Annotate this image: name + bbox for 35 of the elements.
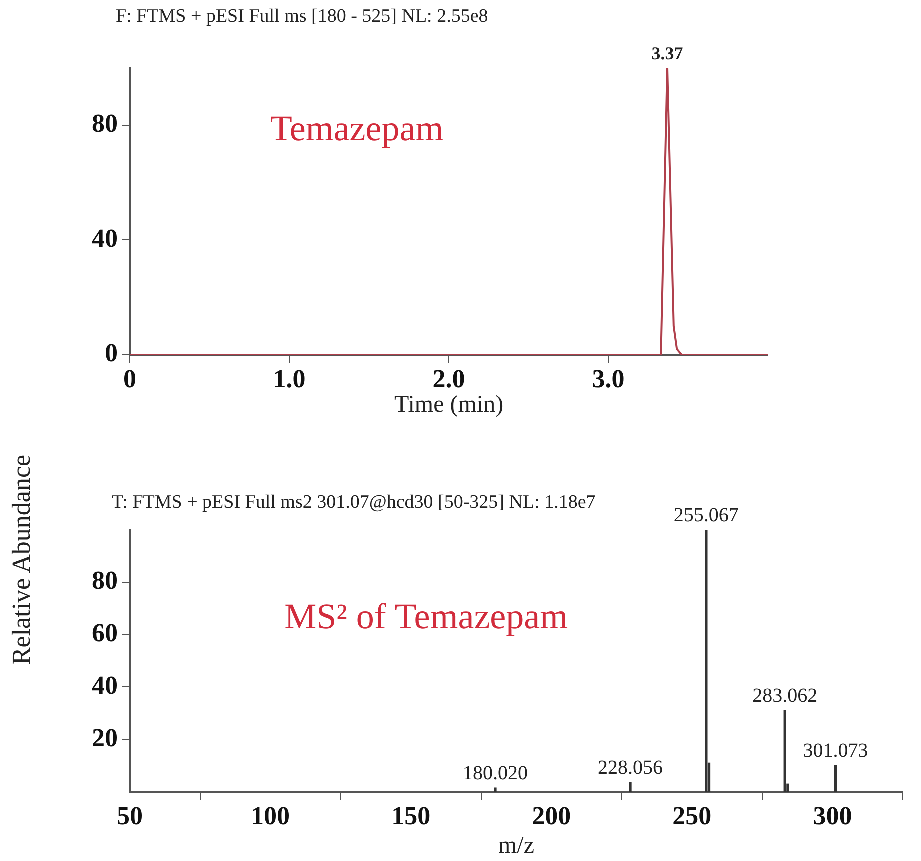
y-tick-label: 40 [92,670,118,700]
annotation: 255.067 [674,504,739,526]
annotation: 3.37 [652,44,684,64]
y-tick-label: 80 [92,109,118,138]
x-tick-label: 1.0 [273,364,306,394]
y-tick-label: 20 [92,723,118,752]
annotation: Temazepam [270,108,444,149]
y-tick-label: 60 [92,618,118,648]
annotation: 301.073 [803,740,868,762]
x-axis-title: Time (min) [394,392,504,418]
bar [705,530,708,792]
annotation: MS² of Temazepam [284,596,568,637]
x-tick-label: 250 [672,801,712,830]
bar [494,788,497,792]
annotation: 283.062 [752,685,818,708]
x-tick-label: 300 [813,801,852,830]
chart-title: T: FTMS + pESI Full ms2 301.07@hcd30 [50-325] NL: 1.18e7 [112,492,596,513]
bar [629,782,632,792]
x-tick-label: 50 [117,801,143,830]
x-tick-label: 2.0 [432,364,466,394]
bar [784,710,786,792]
x-tick-label: 0 [124,364,136,394]
y-axis-title: Relative Abundance [7,454,38,666]
x-tick-label: 3.0 [592,364,625,394]
bar [834,765,838,792]
annotation: 228.056 [598,757,663,780]
y-tick-label: 80 [92,566,118,596]
chart-title: F: FTMS + pESI Full ms [180 - 525] NL: 2.55e8 [116,6,488,27]
x-tick-label: 150 [392,801,431,830]
annotation: 180.020 [462,762,528,784]
y-tick-label: 0 [105,338,118,368]
x-tick-label: 100 [251,801,290,830]
y-tick-label: 40 [92,224,118,253]
x-tick-label: 200 [532,801,572,830]
x-axis-title: m/z [498,832,534,859]
